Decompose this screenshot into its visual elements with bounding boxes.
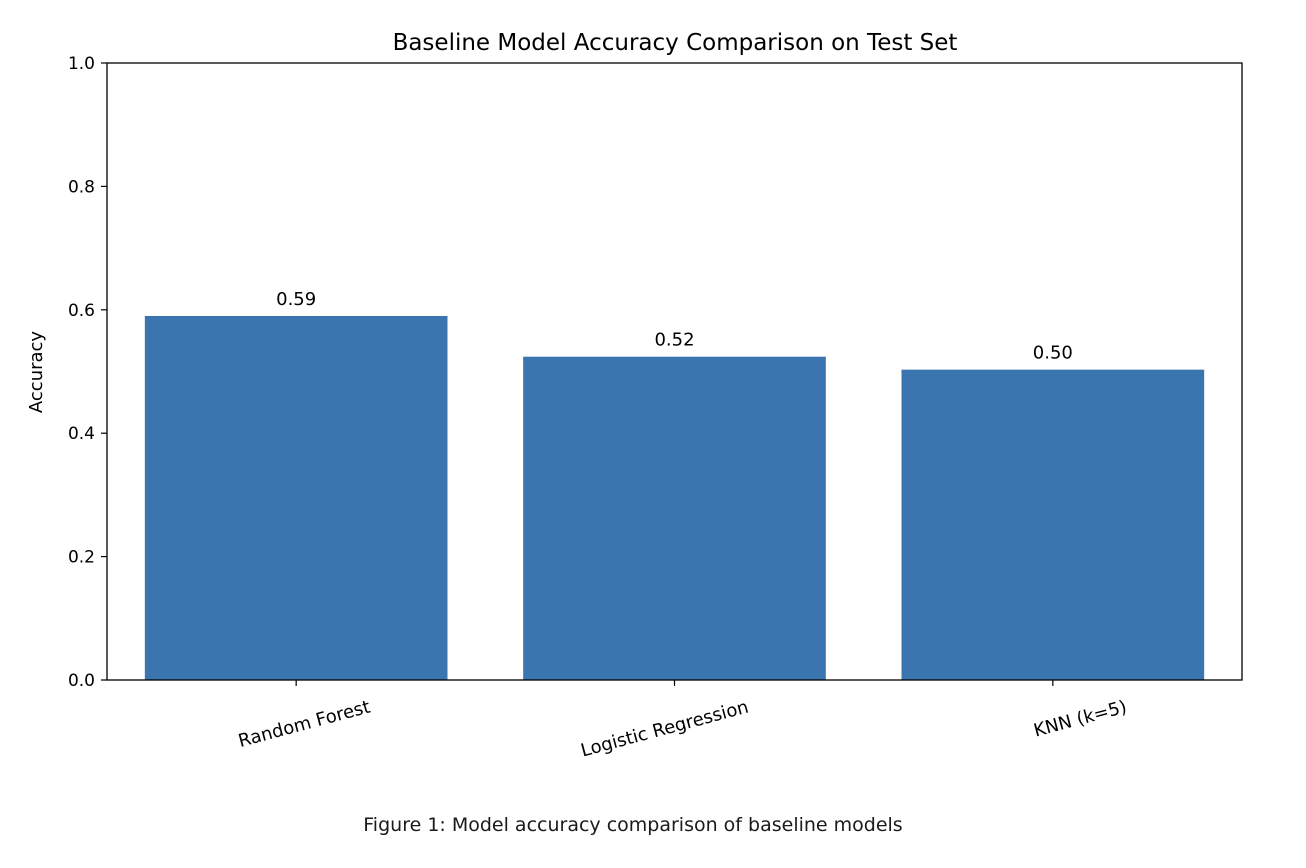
figure-caption: Figure 1: Model accuracy comparison of b… (363, 814, 903, 836)
x-tick-label: KNN (k=5) (1031, 697, 1129, 742)
bar-2 (523, 356, 826, 680)
y-tick-label: 0.2 (68, 548, 95, 568)
y-tick-label: 1.0 (68, 54, 95, 74)
y-tick-label: 0.6 (68, 301, 95, 321)
bar-value-label: 0.52 (654, 330, 694, 351)
x-tick-label: Logistic Regression (579, 697, 751, 762)
y-axis-label: Accuracy (26, 331, 47, 414)
bar-value-label: 0.50 (1033, 343, 1073, 364)
x-tick-label: Random Forest (236, 697, 372, 752)
chart-title: Baseline Model Accuracy Comparison on Te… (393, 30, 958, 56)
bar-1 (144, 315, 448, 680)
bar-3 (901, 369, 1205, 680)
plot-frame (106, 62, 1243, 681)
bar-chart: Baseline Model Accuracy Comparison on Te… (26, 30, 1243, 762)
y-tick-label: 0.4 (68, 424, 95, 444)
y-tick-label: 0.0 (68, 671, 95, 691)
y-tick-label: 0.8 (68, 177, 95, 197)
bar-value-label: 0.59 (276, 289, 316, 310)
